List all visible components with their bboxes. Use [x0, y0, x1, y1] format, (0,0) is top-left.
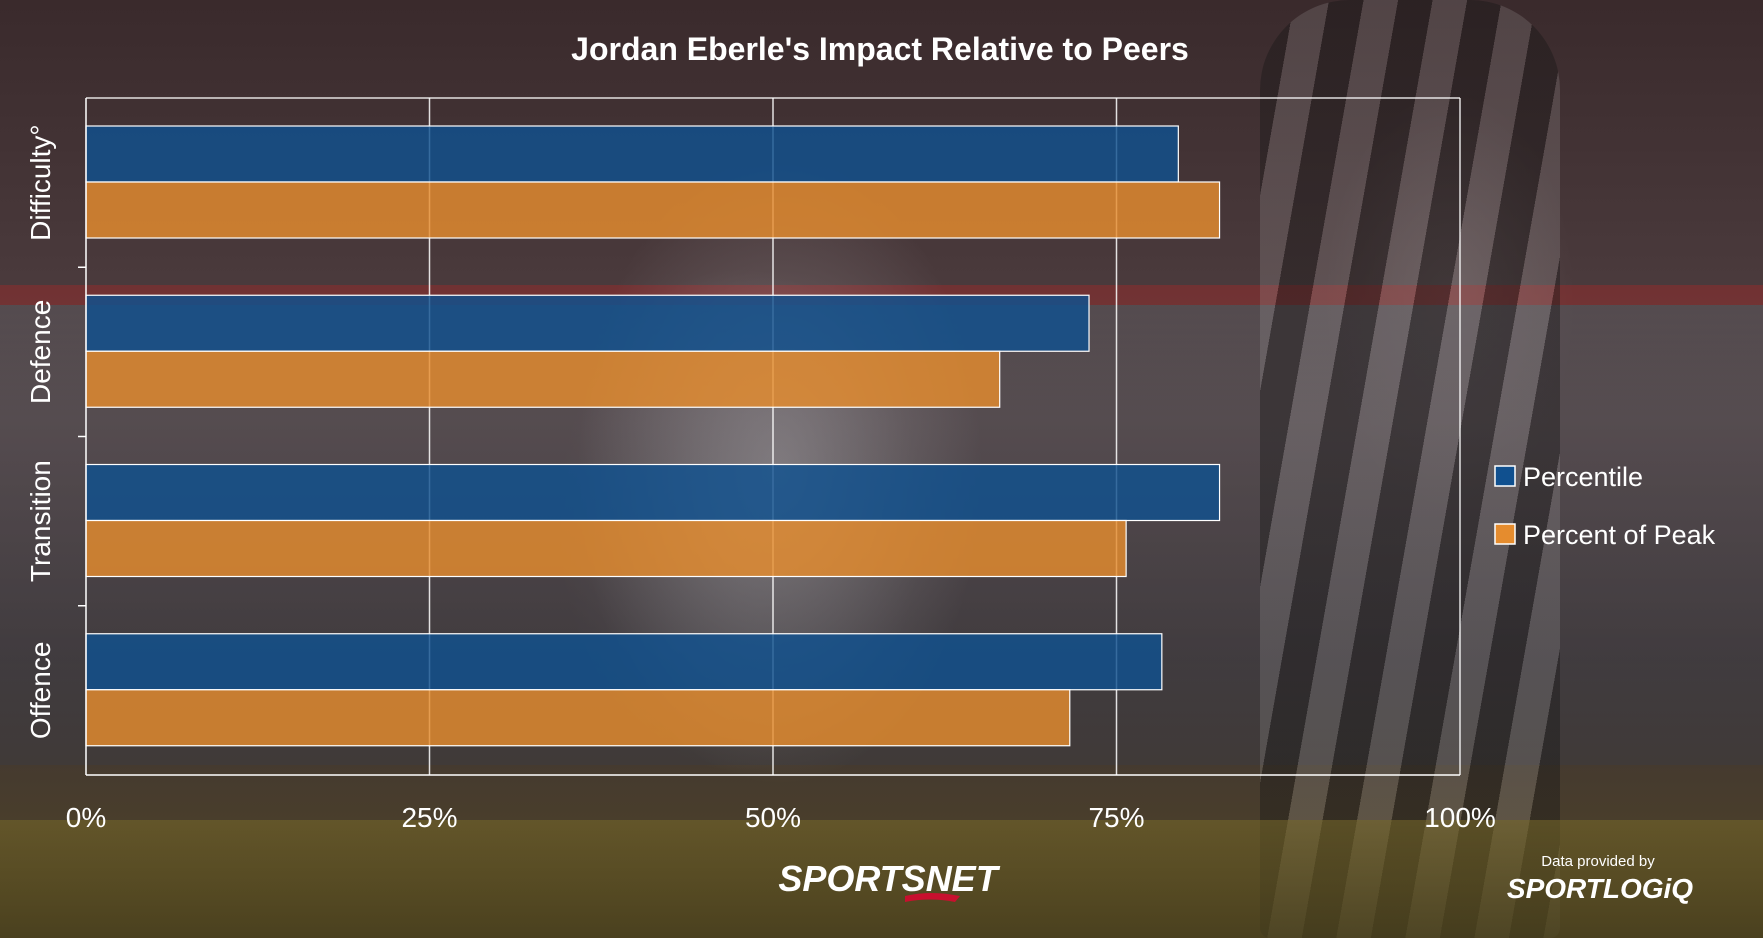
sportlogiq-logo: SPORTLOGiQ	[1507, 873, 1693, 904]
y-category-label: Transition	[25, 460, 56, 582]
legend-swatch	[1494, 465, 1516, 487]
bar	[85, 519, 1127, 578]
bar	[85, 463, 1221, 522]
bar	[85, 125, 1179, 183]
chart-title: Jordan Eberle's Impact Relative to Peers	[571, 31, 1189, 67]
legend-swatch	[1494, 523, 1516, 545]
y-category-labels: Difficulty° Defence Transition Offence	[25, 124, 56, 739]
x-tick-label: 100%	[1424, 802, 1496, 833]
x-tick-labels: 0% 25% 50% 75% 100%	[66, 802, 1496, 833]
y-category-label: Difficulty°	[25, 124, 56, 240]
bar	[85, 689, 1071, 747]
sportsnet-logo: SPORTSNET	[778, 858, 1001, 902]
axes	[78, 98, 1460, 776]
bar	[85, 350, 1001, 408]
bar	[85, 181, 1221, 239]
legend-label: Percent of Peak	[1523, 520, 1716, 550]
x-tick-label: 50%	[745, 802, 801, 833]
legend-label: Percentile	[1523, 462, 1643, 492]
bar	[85, 633, 1163, 691]
y-category-label: Offence	[25, 642, 56, 740]
x-tick-label: 0%	[66, 802, 106, 833]
y-category-label: Defence	[25, 300, 56, 404]
x-tick-label: 75%	[1088, 802, 1144, 833]
data-credit-label: Data provided by	[1541, 853, 1655, 870]
sportsnet-logo-text: SPORTSNET	[778, 858, 1000, 899]
bar	[85, 294, 1090, 352]
legend: Percentile Percent of Peak	[1494, 462, 1716, 550]
x-tick-label: 25%	[401, 802, 457, 833]
bars	[85, 125, 1221, 747]
sportsnet-swoosh-icon	[905, 893, 960, 902]
